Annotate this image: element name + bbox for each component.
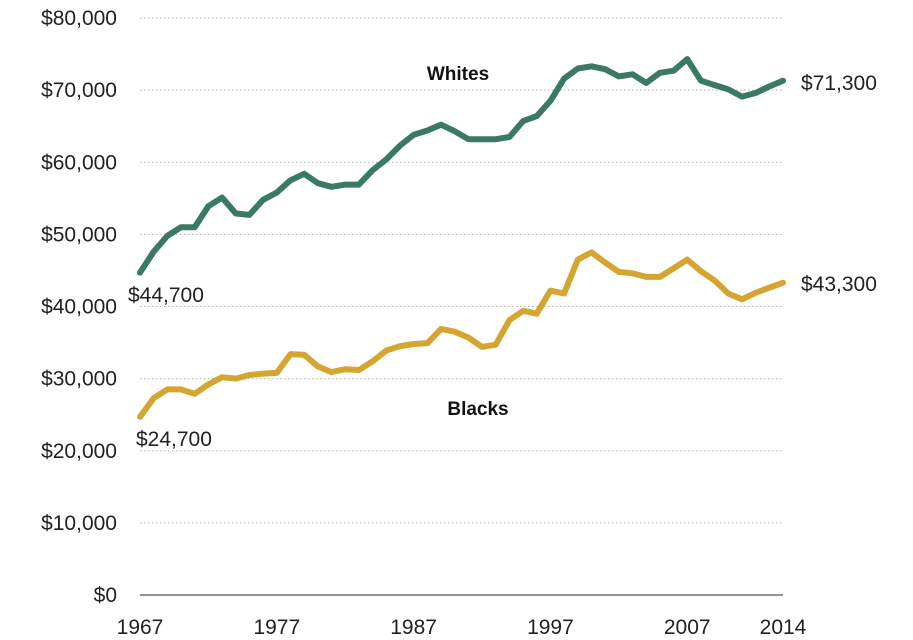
x-tick-label: 1977 [253,616,300,639]
y-tick-label: $80,000 [41,7,117,30]
y-tick-label: $40,000 [41,296,117,319]
y-tick-label: $10,000 [41,512,117,535]
x-tick-label: 1967 [117,616,164,639]
series-line-whites [137,56,786,276]
blacks-start-label: $24,700 [136,428,212,451]
y-tick-label: $30,000 [41,368,117,391]
series-label-whites: Whites [427,64,489,85]
y-tick-label: $20,000 [41,440,117,463]
gridlines [140,17,783,596]
whites-start-label: $44,700 [128,284,204,307]
x-tick-label: 1987 [390,616,437,639]
y-tick-label: $50,000 [41,223,117,246]
x-axis-tick-labels: 1967 1977 1987 1997 2007 2014 [117,616,807,639]
series-line-blacks [137,249,786,420]
y-tick-label: $0 [94,584,117,607]
y-tick-label: $60,000 [41,151,117,174]
annotations: Whites Blacks $44,700 $71,300 $24,700 $4… [128,64,877,451]
series-lines [137,56,786,420]
series-label-blacks: Blacks [447,399,508,420]
x-tick-label: 2014 [760,616,807,639]
whites-end-label: $71,300 [801,72,877,95]
y-tick-label: $70,000 [41,79,117,102]
y-axis-tick-labels: $0 $10,000 $20,000 $30,000 $40,000 $50,000 $60… [41,7,117,607]
blacks-end-label: $43,300 [801,273,877,296]
x-tick-label: 2007 [664,616,711,639]
x-tick-label: 1997 [527,616,574,639]
